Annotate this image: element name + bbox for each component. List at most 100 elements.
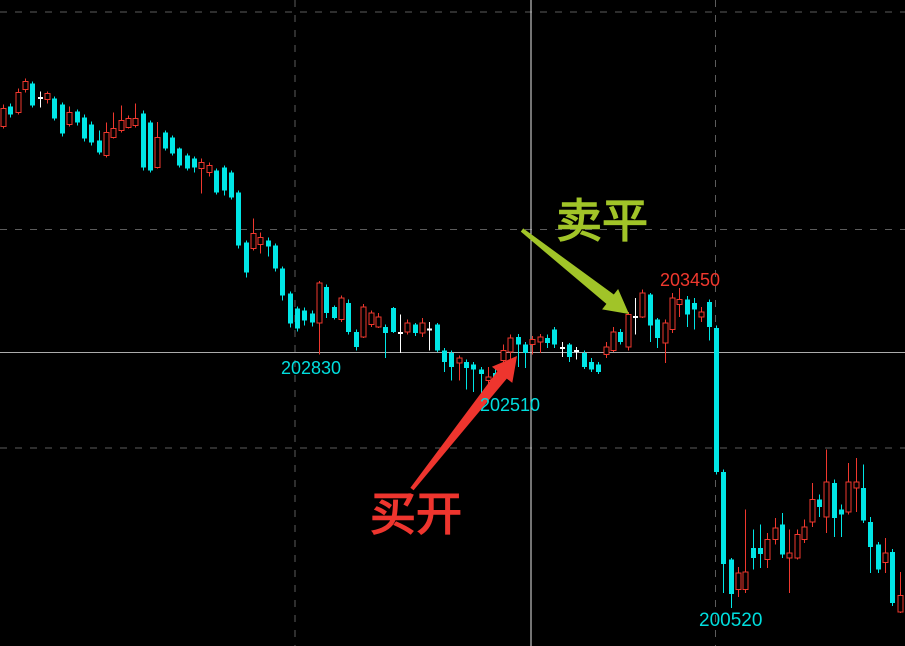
candle — [464, 359, 469, 390]
candle — [507, 334, 514, 362]
candle — [545, 334, 550, 349]
candle — [529, 335, 536, 355]
candle — [596, 361, 601, 375]
candle — [206, 162, 213, 177]
sell-close-arrow — [520, 228, 629, 314]
candle — [729, 558, 734, 609]
sell-close-annotation-label: 卖平 — [556, 195, 648, 247]
candle — [669, 293, 676, 334]
candle — [154, 121, 161, 169]
candle — [22, 78, 29, 93]
candle — [75, 109, 80, 126]
candle — [280, 266, 285, 301]
candle — [751, 529, 756, 570]
candle — [354, 329, 359, 351]
candle — [163, 130, 168, 151]
candle — [639, 289, 646, 319]
candle — [44, 91, 51, 104]
candle — [419, 318, 426, 337]
candle — [288, 291, 293, 328]
candle — [897, 571, 904, 614]
candle — [471, 361, 476, 392]
candle — [0, 104, 7, 129]
candle — [310, 310, 315, 327]
candle — [427, 321, 432, 351]
candle — [456, 355, 463, 381]
candle — [442, 348, 447, 372]
candle — [368, 310, 375, 327]
candle — [876, 541, 881, 574]
candle — [823, 449, 830, 534]
candle — [764, 533, 771, 569]
candle — [772, 518, 779, 545]
candle — [103, 122, 110, 158]
candle — [839, 504, 844, 537]
candle — [52, 96, 57, 121]
candle — [125, 115, 132, 129]
candle — [338, 295, 345, 322]
candle — [346, 299, 351, 335]
candle — [567, 343, 572, 362]
candle — [861, 464, 866, 524]
candle — [8, 103, 13, 118]
candle — [60, 102, 65, 137]
candle — [721, 469, 726, 594]
price-label-202510: 202510 — [480, 395, 541, 415]
candle — [324, 284, 329, 319]
candle — [170, 135, 175, 156]
candle — [516, 334, 521, 367]
candle — [845, 463, 852, 515]
candle — [742, 509, 749, 594]
candle — [853, 458, 860, 512]
candle — [676, 288, 683, 317]
candle — [38, 91, 43, 108]
candle — [758, 524, 763, 569]
candle — [523, 341, 528, 369]
candle — [89, 121, 94, 146]
candle — [582, 350, 587, 370]
candle — [648, 293, 653, 342]
candle — [236, 190, 241, 249]
candle — [809, 483, 816, 527]
candle — [786, 529, 793, 594]
candles-layer — [0, 78, 904, 614]
candle — [610, 326, 617, 352]
candle — [15, 88, 22, 115]
candle — [66, 106, 73, 127]
price-label-203450: 203450 — [660, 270, 721, 290]
candle — [198, 158, 205, 194]
candle — [707, 299, 712, 341]
candle — [332, 305, 337, 320]
candle — [141, 110, 146, 171]
candle — [817, 494, 822, 517]
candle — [148, 120, 153, 173]
candle — [302, 307, 307, 326]
candle — [662, 319, 669, 364]
candle — [574, 346, 579, 360]
price-label-202830: 202830 — [281, 358, 342, 378]
candle — [868, 516, 873, 574]
candle — [603, 341, 610, 359]
candle — [266, 237, 271, 257]
candle — [685, 295, 690, 327]
candle — [698, 306, 705, 322]
candle — [118, 105, 125, 133]
candle — [435, 323, 440, 352]
price-label-200520: 200520 — [699, 610, 763, 631]
candle — [655, 318, 660, 349]
candle — [192, 156, 197, 173]
candle — [383, 324, 388, 359]
candle — [398, 314, 403, 354]
buy-open-arrow — [410, 356, 517, 491]
candle — [618, 329, 623, 345]
candle — [295, 306, 300, 332]
candle — [97, 130, 102, 155]
candle — [625, 311, 632, 351]
candle — [360, 304, 367, 339]
candle — [82, 114, 87, 142]
candle — [692, 298, 697, 330]
candle — [244, 240, 249, 278]
candle — [229, 170, 234, 200]
